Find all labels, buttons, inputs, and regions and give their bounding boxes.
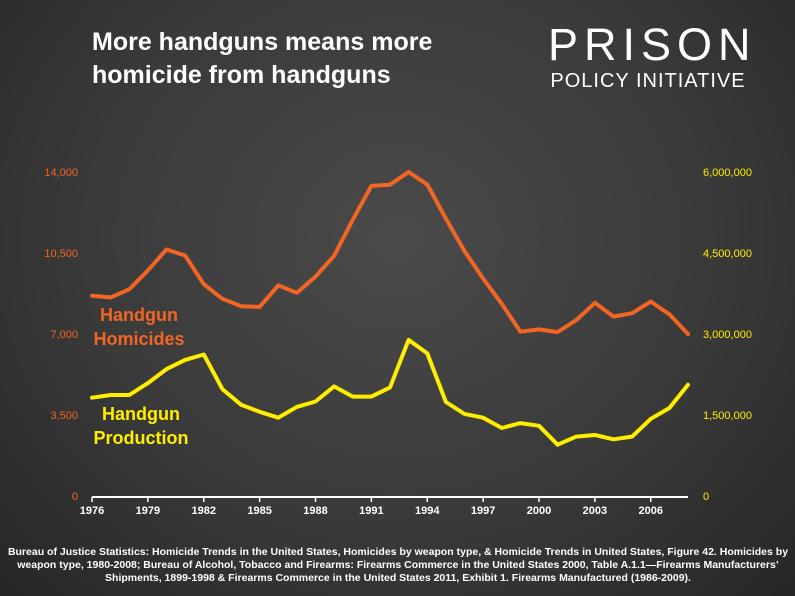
y-left-tick-label: 3,500: [50, 410, 78, 422]
production-series-label-line2: Production: [94, 428, 189, 448]
homicides-series-label-line1: Handgun: [100, 305, 178, 325]
x-tick-label: 1979: [136, 505, 160, 517]
y-right-tick-label: 6,000,000: [703, 167, 752, 179]
y-right-tick-label: 0: [703, 491, 709, 503]
y-left-tick-label: 7,000: [50, 329, 78, 341]
homicides-series-label-line2: Homicides: [93, 329, 184, 349]
chart-title: More handguns means more homicide from h…: [92, 28, 433, 89]
y-left-tick-label: 0: [72, 491, 78, 503]
y-right-tick-label: 3,000,000: [703, 329, 752, 341]
logo-subtitle: POLICY INITIATIVE: [550, 70, 746, 92]
y-left-tick-label: 14,000: [44, 167, 78, 179]
y-right-tick-label: 4,500,000: [703, 248, 752, 260]
y-right-tick-label: 1,500,000: [703, 410, 752, 422]
x-tick-label: 2000: [527, 505, 551, 517]
x-tick-label: 1988: [303, 505, 327, 517]
prison-policy-initiative-logo: PRISON POLICY INITIATIVE: [548, 19, 757, 93]
production-series-label-line1: Handgun: [102, 404, 180, 424]
x-tick-label: 1982: [192, 505, 216, 517]
homicides-series-line: [90, 170, 690, 336]
x-tick-label: 1991: [359, 505, 383, 517]
y-left-tick-label: 10,500: [44, 248, 78, 260]
x-tick-label: 1994: [415, 505, 440, 517]
x-tick-label: 1997: [471, 505, 495, 517]
source-citation: Bureau of Justice Statistics: Homicide T…: [7, 546, 789, 584]
logo-wordmark: PRISON: [548, 19, 757, 70]
x-tick-label: 1985: [247, 505, 271, 517]
x-tick-label: 2003: [583, 505, 607, 517]
x-tick-label: 2006: [639, 505, 663, 517]
production-series-line: [90, 337, 690, 447]
x-tick-label: 1976: [80, 505, 104, 517]
